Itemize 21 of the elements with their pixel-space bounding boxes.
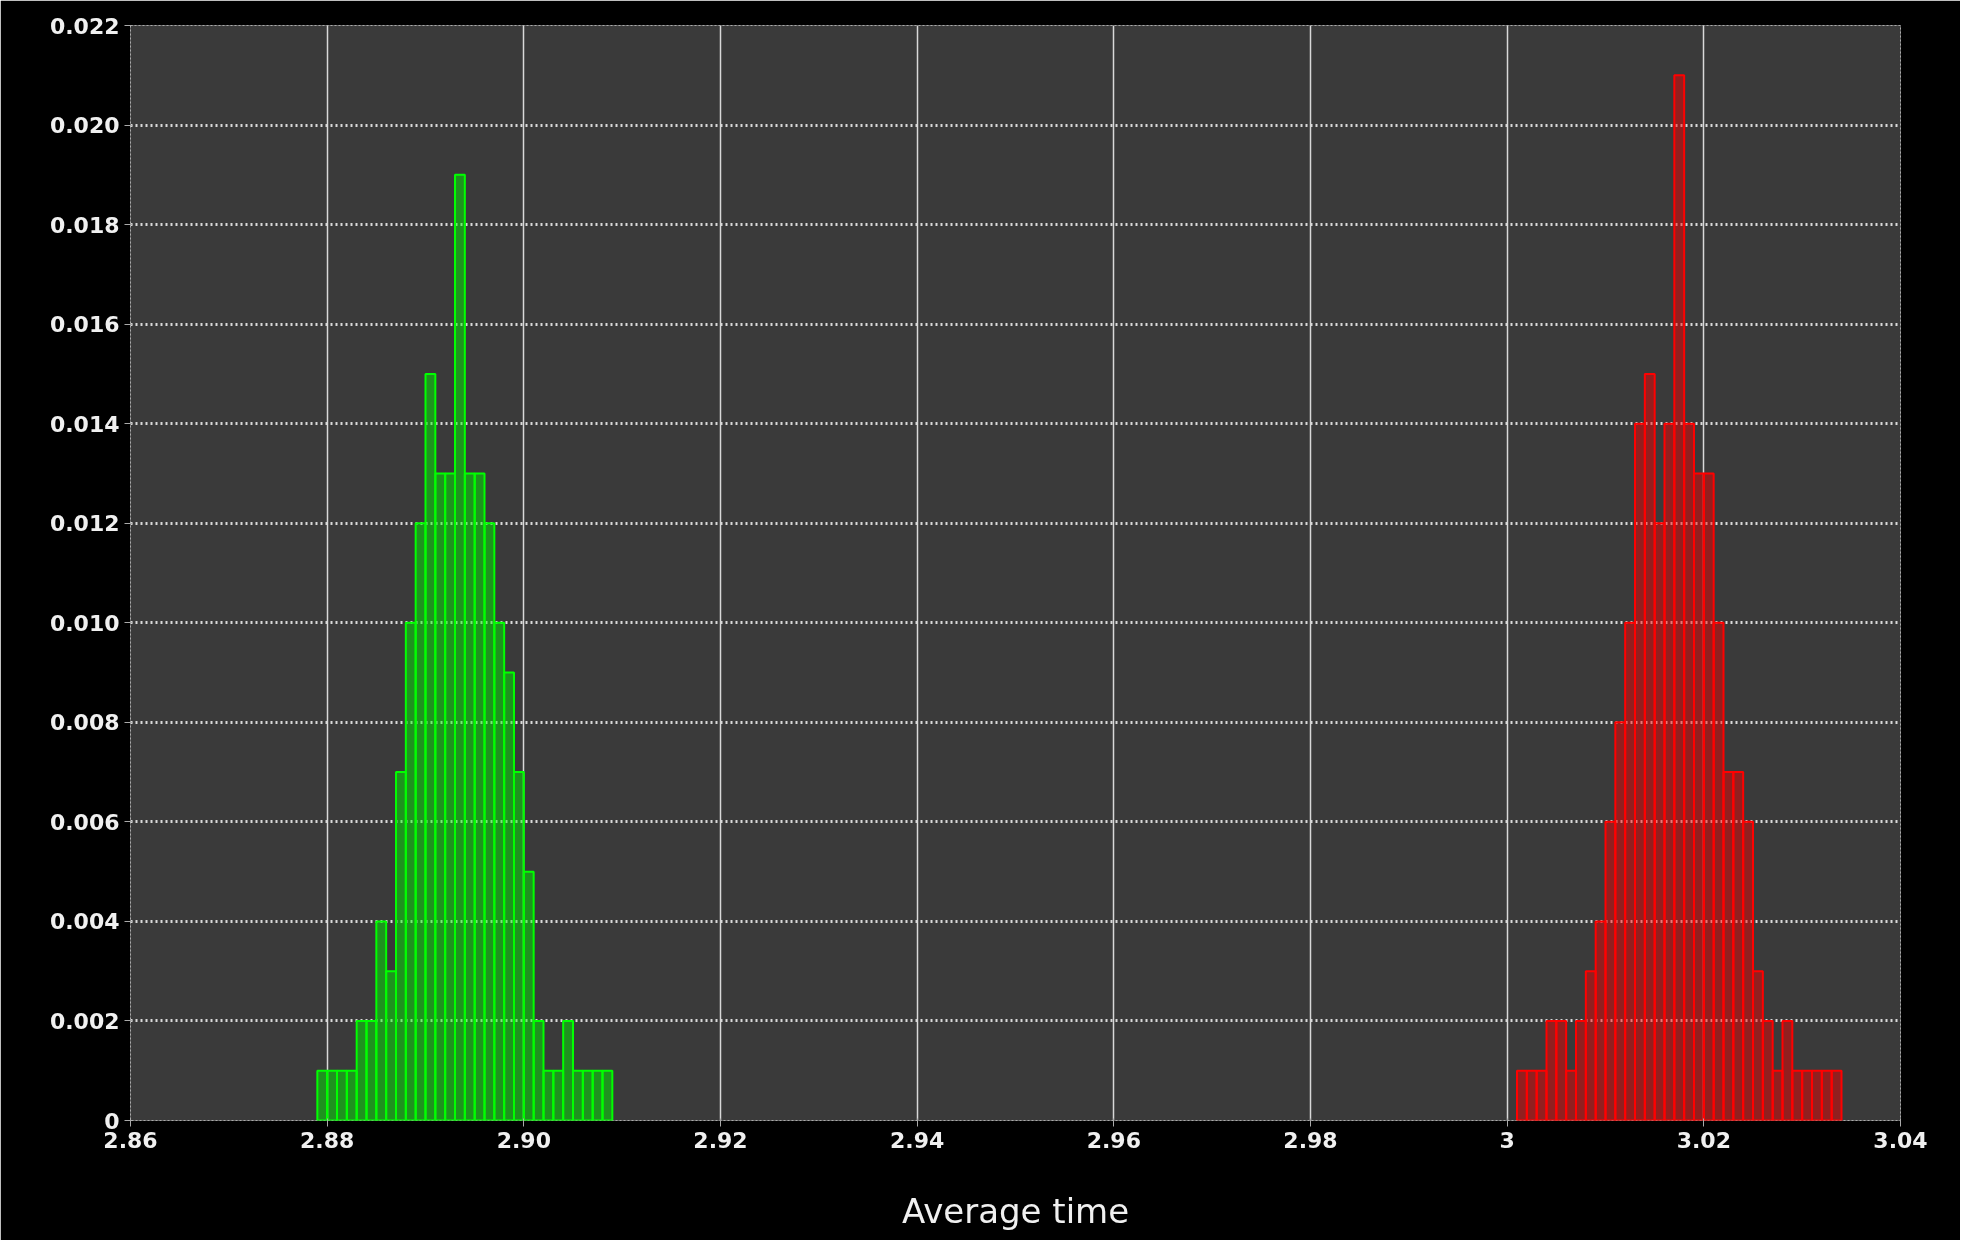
y-tick-label: 0.004: [49, 909, 120, 935]
x-tick-label: 2.88: [300, 1127, 355, 1153]
x-tick-label: 2.90: [496, 1127, 551, 1153]
y-tick-label: 0.018: [49, 212, 120, 238]
y-tick-label: 0.022: [49, 13, 120, 39]
x-tick-label: 3: [1499, 1127, 1515, 1153]
y-tick-label: 0.002: [49, 1008, 120, 1034]
x-tick-label: 2.96: [1086, 1127, 1141, 1153]
y-tick-label: 0.006: [49, 809, 120, 835]
x-tick-label: 3.04: [1873, 1127, 1928, 1153]
y-tick-label: 0.020: [49, 113, 120, 139]
y-tick-label: 0.010: [49, 610, 120, 636]
x-tick-label: 3.02: [1676, 1127, 1731, 1153]
x-tick-label: 2.92: [693, 1127, 748, 1153]
y-tick-label: 0.012: [49, 511, 120, 537]
y-tick-label: 0.014: [49, 411, 120, 437]
x-tick-label: 2.98: [1283, 1127, 1338, 1153]
x-tick-label: 2.94: [890, 1127, 945, 1153]
y-tick-label: 0.016: [49, 312, 120, 338]
x-axis-title: Average time: [901, 1190, 1130, 1231]
y-tick-label: 0.008: [49, 710, 120, 736]
